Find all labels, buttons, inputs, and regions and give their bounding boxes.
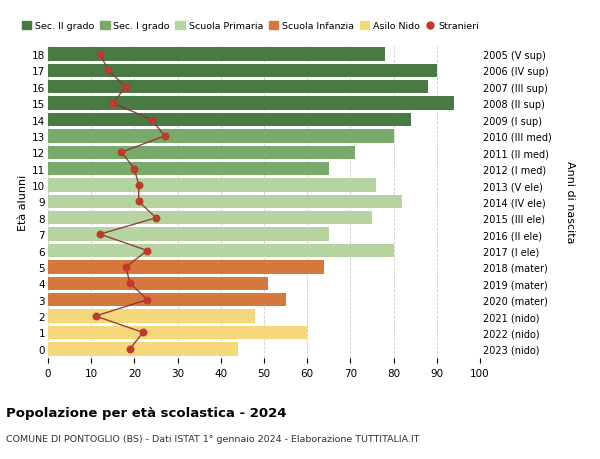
Text: COMUNE DI PONTOGLIO (BS) - Dati ISTAT 1° gennaio 2024 - Elaborazione TUTTITALIA.: COMUNE DI PONTOGLIO (BS) - Dati ISTAT 1°…	[6, 434, 419, 443]
Point	[104, 67, 113, 75]
Point	[95, 231, 104, 238]
Bar	[48, 146, 355, 160]
Bar	[48, 179, 376, 192]
Bar	[48, 244, 394, 257]
Point	[160, 133, 169, 140]
Point	[116, 149, 126, 157]
Bar	[48, 113, 411, 127]
Bar	[48, 212, 372, 225]
Bar	[48, 277, 268, 291]
Point	[134, 182, 143, 189]
Point	[108, 100, 118, 107]
Point	[143, 247, 152, 255]
Point	[91, 313, 100, 320]
Bar	[48, 326, 307, 339]
Bar	[48, 65, 437, 78]
Bar	[48, 195, 402, 209]
Bar	[48, 130, 394, 143]
Point	[95, 51, 104, 59]
Y-axis label: Anni di nascita: Anni di nascita	[565, 161, 575, 243]
Point	[147, 117, 157, 124]
Point	[125, 280, 135, 287]
Bar	[48, 342, 238, 356]
Point	[121, 84, 131, 91]
Legend: Sec. II grado, Sec. I grado, Scuola Primaria, Scuola Infanzia, Asilo Nido, Stran: Sec. II grado, Sec. I grado, Scuola Prim…	[18, 18, 483, 35]
Text: Popolazione per età scolastica - 2024: Popolazione per età scolastica - 2024	[6, 406, 287, 419]
Bar	[48, 261, 325, 274]
Point	[130, 166, 139, 173]
Point	[134, 198, 143, 206]
Point	[143, 297, 152, 304]
Bar	[48, 97, 454, 111]
Bar	[48, 293, 286, 307]
Bar	[48, 48, 385, 62]
Y-axis label: Età alunni: Età alunni	[18, 174, 28, 230]
Bar	[48, 81, 428, 94]
Bar	[48, 310, 256, 323]
Bar	[48, 162, 329, 176]
Point	[125, 345, 135, 353]
Point	[121, 263, 131, 271]
Bar	[48, 228, 329, 241]
Point	[151, 215, 161, 222]
Point	[138, 329, 148, 336]
